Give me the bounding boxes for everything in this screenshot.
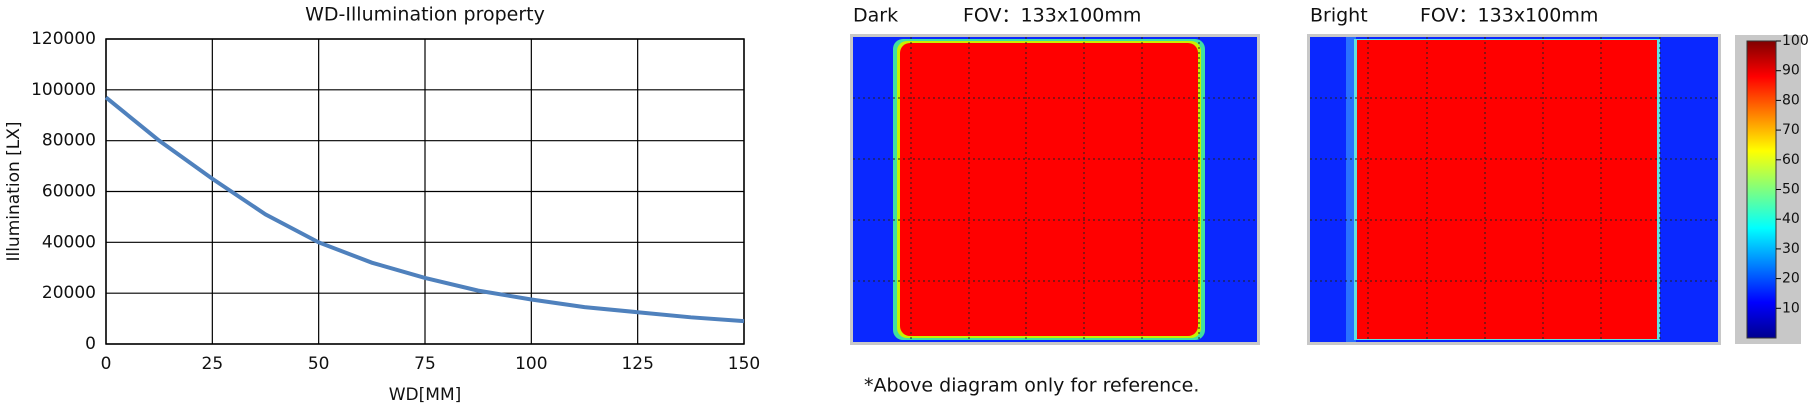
colorbar-tick-label: 70 bbox=[1782, 122, 1800, 138]
colorbar-tick-label: 20 bbox=[1782, 271, 1800, 287]
colorbar bbox=[1746, 40, 1777, 339]
y-tick-label: 120000 bbox=[31, 29, 96, 49]
x-tick-label: 0 bbox=[101, 354, 112, 374]
y-tick-label: 40000 bbox=[42, 232, 96, 252]
panel-fov: FOV：133x100mm bbox=[1420, 5, 1598, 27]
bright-heatmap bbox=[1307, 34, 1721, 345]
panel-name: Dark bbox=[853, 5, 898, 27]
y-tick-label: 20000 bbox=[42, 283, 96, 303]
y-tick-label: 80000 bbox=[42, 131, 96, 151]
colorbar-tick-label: 10 bbox=[1782, 300, 1800, 316]
panel-name: Bright bbox=[1310, 5, 1368, 27]
y-tick-label: 0 bbox=[85, 334, 96, 354]
x-axis-label: WD[MM] bbox=[389, 385, 462, 405]
note: *Above diagram only for reference. bbox=[864, 375, 1199, 397]
colorbar-tick-label: 100 bbox=[1782, 33, 1808, 49]
dark-heatmap bbox=[850, 34, 1260, 345]
y-axis-label: Illumination [LX] bbox=[4, 121, 24, 261]
colorbar-tick-label: 40 bbox=[1782, 211, 1800, 227]
x-tick-label: 100 bbox=[515, 354, 547, 374]
y-tick-label: 60000 bbox=[42, 182, 96, 202]
colorbar-tick-label: 90 bbox=[1782, 63, 1800, 79]
chart-title: WD-Illumination property bbox=[305, 4, 545, 26]
panel-fov: FOV：133x100mm bbox=[963, 5, 1141, 27]
x-tick-label: 150 bbox=[728, 354, 760, 374]
plot-frame bbox=[105, 38, 745, 345]
y-tick-label: 100000 bbox=[31, 80, 96, 100]
colorbar-tick-label: 80 bbox=[1782, 92, 1800, 108]
x-tick-label: 125 bbox=[621, 354, 653, 374]
colorbar-tick-label: 60 bbox=[1782, 152, 1800, 168]
colorbar-tick-label: 50 bbox=[1782, 182, 1800, 198]
x-tick-label: 75 bbox=[414, 354, 436, 374]
line bbox=[104, 95, 745, 324]
colorbar-tick-label: 30 bbox=[1782, 241, 1800, 257]
x-tick-label: 50 bbox=[308, 354, 330, 374]
x-tick-label: 25 bbox=[202, 354, 224, 374]
